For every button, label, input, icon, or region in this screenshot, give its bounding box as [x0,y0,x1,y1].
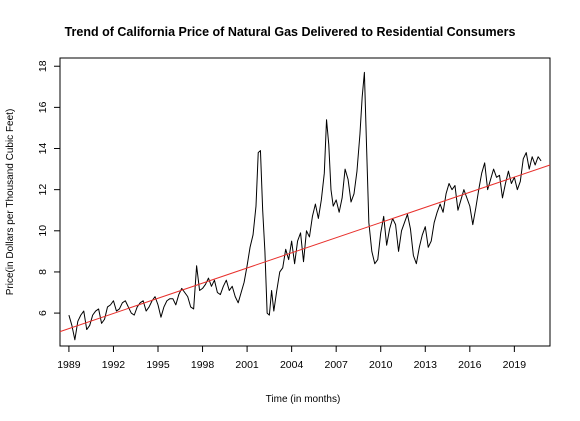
series-layer [59,71,551,341]
x-tick-label: 2013 [414,359,438,371]
y-tick-label: 6 [37,310,49,316]
x-tick-label: 1992 [102,359,126,371]
x-tick-label: 1995 [146,359,170,371]
x-tick-label: 2016 [458,359,482,371]
x-tick-label: 2004 [280,359,304,371]
y-axis: 6 8 10 12 14 16 18 [37,60,61,316]
y-tick-label: 10 [37,225,49,237]
x-tick-label: 1998 [191,359,215,371]
x-axis: 1989 1992 1995 1998 2001 2004 2007 2010 2013 2016… [57,345,527,371]
x-axis-label: Time (in months) [266,394,341,405]
y-axis-label: Price(in Dollars per Thousand Cubic Feet… [5,109,16,296]
x-tick-label: 2010 [369,359,393,371]
price-series-line [68,71,542,341]
trend-line [59,164,551,333]
y-tick-label: 8 [37,269,49,275]
y-tick-label: 18 [37,60,49,72]
y-tick-label: 12 [37,184,49,196]
y-tick-label: 14 [37,143,49,155]
x-tick-label: 2001 [235,359,259,371]
x-tick-label: 2019 [503,359,527,371]
chart-title: Trend of California Price of Natural Gas… [65,25,516,39]
x-tick-label: 1989 [57,359,81,371]
x-tick-label: 2007 [325,359,349,371]
y-tick-label: 16 [37,101,49,113]
